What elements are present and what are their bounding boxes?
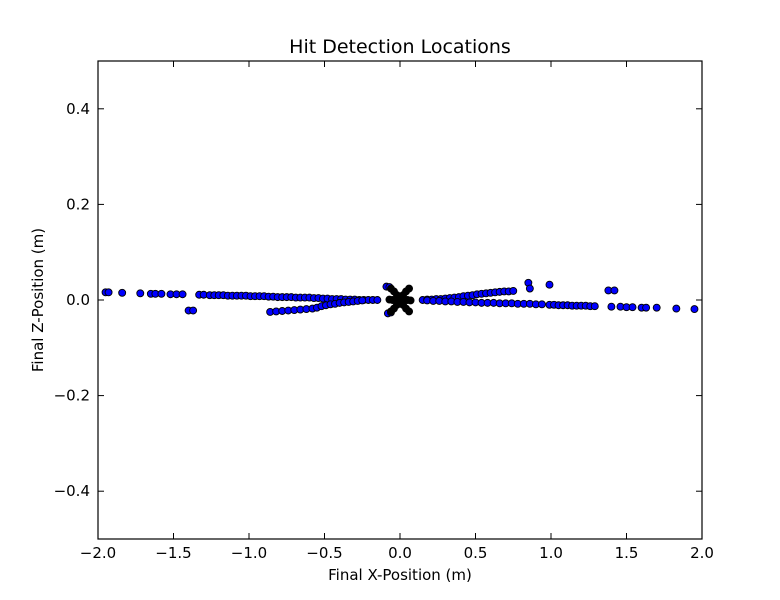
data-point xyxy=(590,302,599,311)
x-tick-label: −1.5 xyxy=(155,544,191,562)
x-tick-label: 1.5 xyxy=(615,544,639,562)
x-tick-label: −0.5 xyxy=(306,544,342,562)
y-tick-label: 0.0 xyxy=(66,291,90,309)
data-point xyxy=(610,286,619,295)
y-tick-label: 0.2 xyxy=(66,195,90,213)
data-point xyxy=(118,288,127,297)
y-axis-label: Final Z-Position (m) xyxy=(29,228,47,372)
data-point xyxy=(385,295,394,304)
x-tick-label: −2.0 xyxy=(80,544,116,562)
data-point xyxy=(607,302,616,311)
data-point xyxy=(405,284,414,293)
chart-title: Hit Detection Locations xyxy=(289,36,511,58)
x-tick-label: 2.0 xyxy=(690,544,714,562)
data-point xyxy=(652,303,661,312)
y-tick-label: 0.4 xyxy=(66,100,90,118)
data-point xyxy=(545,280,554,289)
data-point xyxy=(642,303,651,312)
data-point xyxy=(672,304,681,313)
x-tick-label: −1.0 xyxy=(231,544,267,562)
x-axis-ticks: −2.0 −1.5 −1.0 −0.5 0.0 0.5 1.0 1.5 2.0 xyxy=(80,61,714,562)
data-point xyxy=(537,300,546,309)
data-point xyxy=(189,306,198,315)
data-point xyxy=(373,296,382,304)
data-point xyxy=(104,288,113,297)
data-point xyxy=(628,303,637,312)
data-point xyxy=(690,305,699,314)
x-tick-label: 0.5 xyxy=(464,544,488,562)
data-point xyxy=(509,286,518,295)
y-axis-ticks: −0.4 −0.2 0.0 0.2 0.4 xyxy=(54,100,702,500)
data-point xyxy=(525,284,534,293)
data-point xyxy=(406,296,415,305)
data-point xyxy=(157,289,166,298)
data-point xyxy=(136,289,145,298)
x-axis-label: Final X-Position (m) xyxy=(328,566,472,584)
data-point xyxy=(405,307,414,316)
y-tick-label: −0.2 xyxy=(54,387,90,405)
data-point xyxy=(397,297,406,305)
data-points xyxy=(101,278,699,318)
x-tick-label: 1.0 xyxy=(539,544,563,562)
y-tick-label: −0.4 xyxy=(54,482,90,500)
data-point xyxy=(178,290,187,299)
x-tick-label: 0.0 xyxy=(388,544,412,562)
data-point xyxy=(358,296,367,305)
